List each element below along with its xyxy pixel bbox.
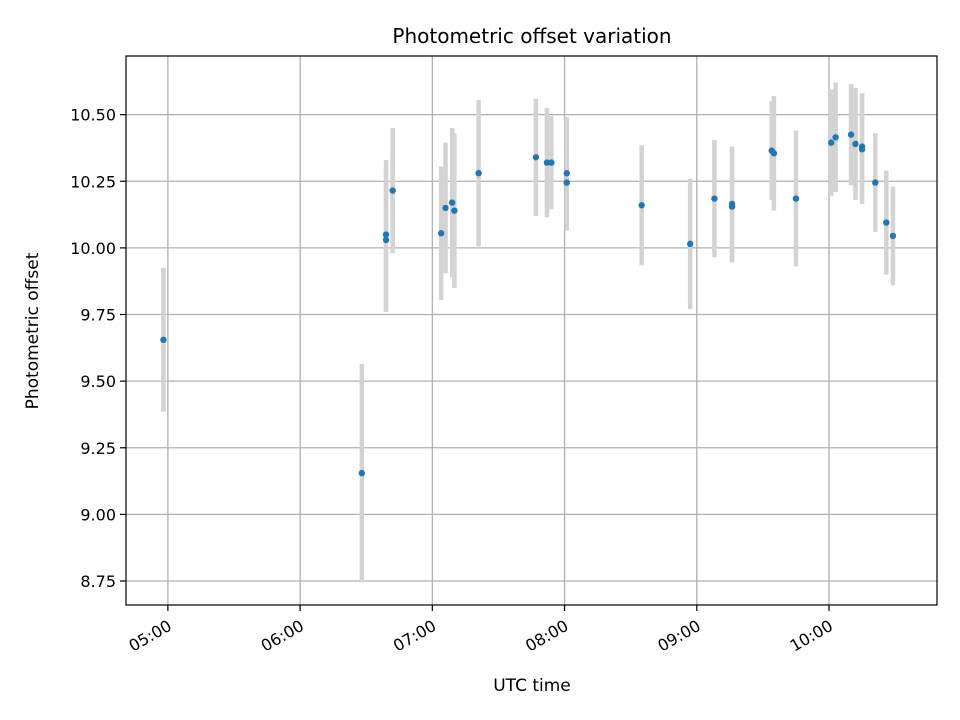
plot-frame bbox=[125, 55, 938, 606]
data-point bbox=[563, 179, 570, 186]
data-point bbox=[382, 236, 390, 244]
data-point bbox=[638, 202, 645, 209]
error-bars bbox=[161, 82, 896, 583]
y-tick-label: 8.75 bbox=[80, 572, 116, 591]
x-axis-label: UTC time bbox=[493, 676, 571, 696]
y-tick-label: 10.50 bbox=[70, 106, 116, 125]
data-point bbox=[442, 204, 449, 212]
data-point bbox=[858, 146, 866, 153]
data-point bbox=[728, 200, 736, 208]
x-tick-label: 08:00 bbox=[522, 616, 571, 656]
data-point bbox=[832, 134, 839, 141]
data-point bbox=[548, 159, 555, 166]
data-points bbox=[160, 131, 897, 477]
data-point bbox=[872, 179, 879, 186]
chart-title: Photometric offset variation bbox=[392, 24, 671, 48]
y-tick-label: 10.25 bbox=[70, 172, 116, 191]
data-point bbox=[852, 140, 859, 148]
x-tick-label: 09:00 bbox=[654, 616, 703, 656]
x-axis: 05:00 06:00 07:00 08:00 09:00 10:00 bbox=[125, 605, 836, 656]
data-point bbox=[358, 469, 366, 477]
y-tick-label: 10.00 bbox=[70, 239, 116, 258]
x-tick-label: 05:00 bbox=[125, 616, 174, 656]
data-point bbox=[847, 131, 855, 138]
data-point bbox=[532, 154, 540, 161]
data-point bbox=[792, 195, 800, 202]
y-axis: 8.75 9.00 9.25 9.50 9.75 10.00 10.25 10.50 bbox=[70, 106, 126, 591]
y-tick-label: 9.25 bbox=[80, 439, 116, 458]
data-point bbox=[770, 150, 778, 157]
x-tick-label: 06:00 bbox=[258, 616, 307, 656]
grid-lines bbox=[126, 56, 937, 605]
y-tick-label: 9.75 bbox=[80, 306, 116, 325]
data-point bbox=[475, 170, 482, 177]
data-point bbox=[543, 159, 551, 166]
x-tick-label: 07:00 bbox=[390, 616, 439, 656]
data-point bbox=[389, 187, 396, 194]
data-point bbox=[437, 230, 445, 237]
y-tick-label: 9.00 bbox=[80, 505, 116, 524]
data-point bbox=[711, 195, 718, 202]
x-tick-label: 10:00 bbox=[787, 616, 836, 656]
data-point bbox=[828, 139, 835, 146]
y-axis-label: Photometric offset bbox=[23, 252, 43, 409]
data-point bbox=[889, 232, 897, 240]
data-point bbox=[686, 240, 694, 248]
data-point bbox=[448, 199, 456, 206]
data-point bbox=[883, 219, 890, 226]
data-point bbox=[160, 336, 167, 344]
data-point bbox=[382, 231, 390, 238]
data-point bbox=[451, 207, 458, 214]
data-point bbox=[563, 170, 570, 177]
y-tick-label: 9.50 bbox=[80, 372, 116, 391]
